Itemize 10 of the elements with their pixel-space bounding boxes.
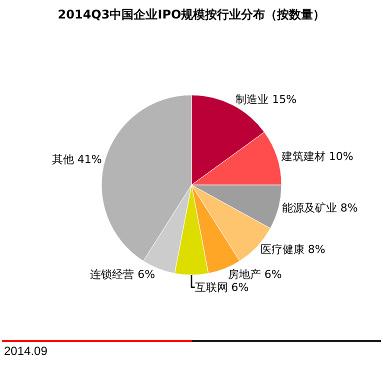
slice-label: 互联网 6% [194,280,249,294]
slice-label: 房地产 6% [228,268,282,281]
text: 2014.09 [4,344,48,358]
slice-label: 建筑建材 10% [280,150,354,164]
slice-label: 连锁经营 6% [90,268,156,281]
slice-label: 制造业 15% [236,93,297,106]
chart-title: 2014Q3中国企业IPO规模按行业分布（按数量） [58,7,326,22]
slice-label: 其他 41% [52,152,102,166]
slice-label: 医疗健康 8% [260,243,326,256]
slice-label: 能源及矿业 8% [282,201,358,214]
